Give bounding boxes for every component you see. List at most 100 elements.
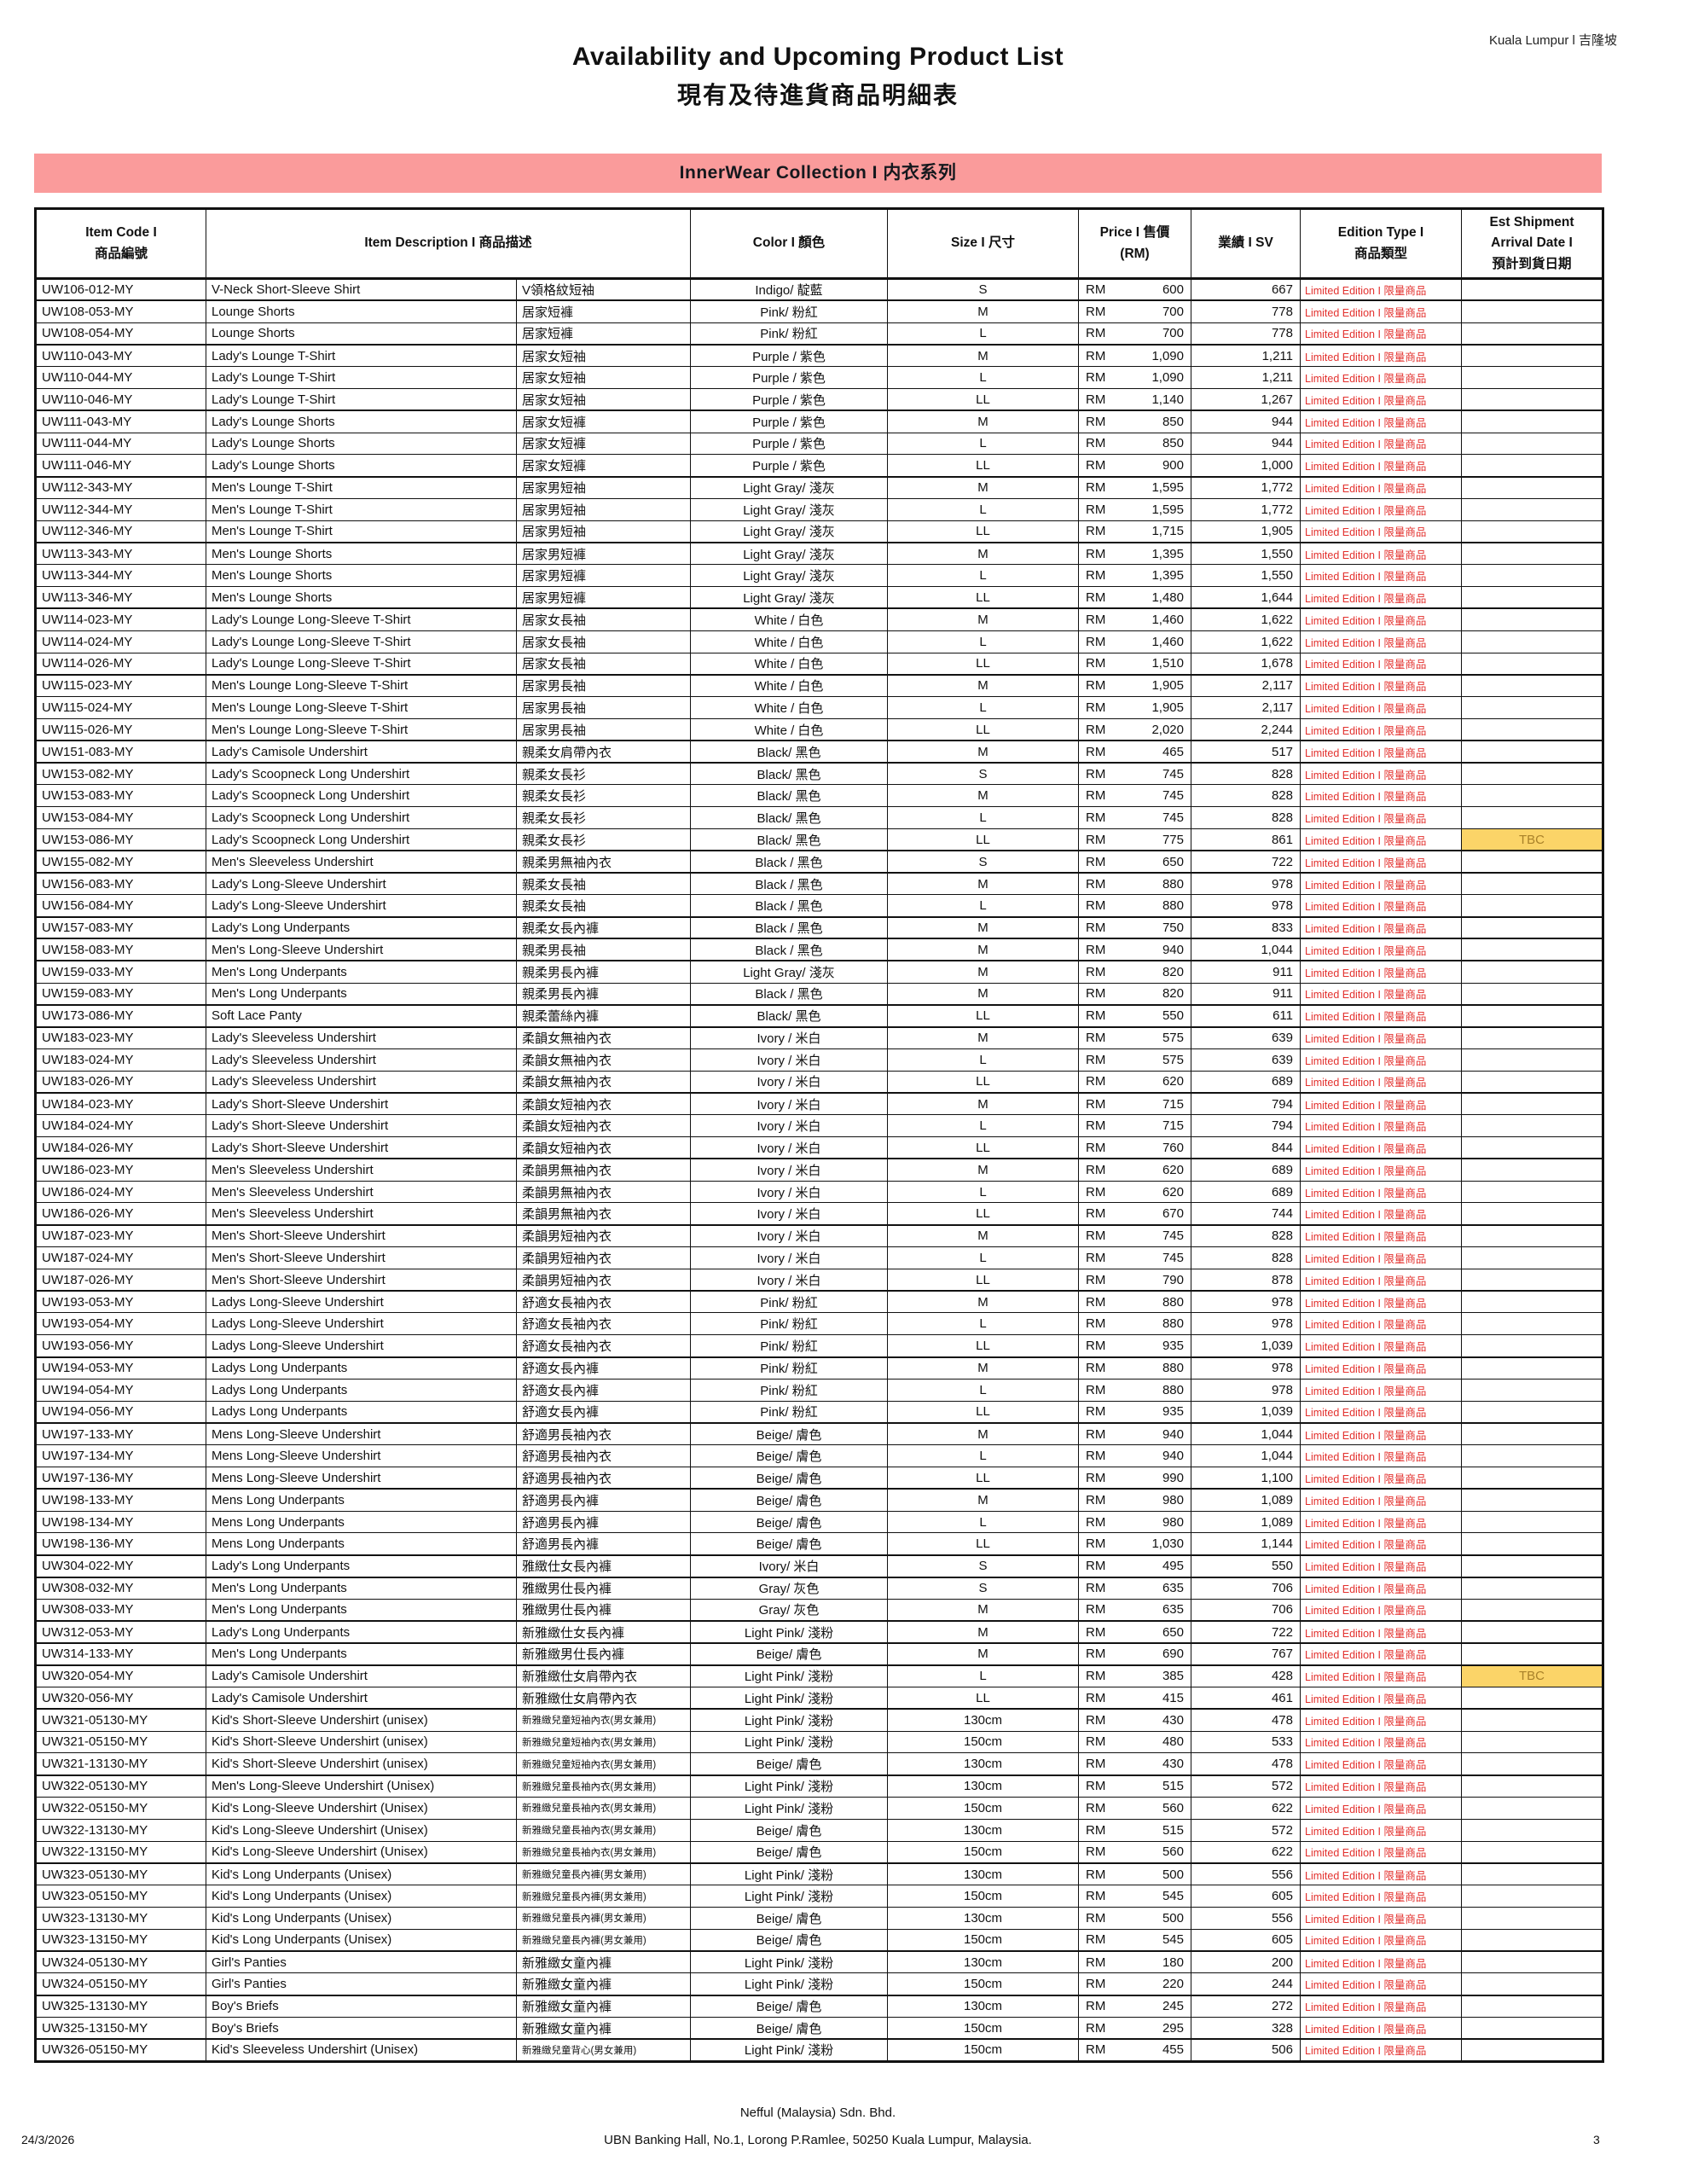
description-en-cell: Mens Long Underpants [206,1532,517,1556]
description-zh-cell: 新雅緻兒童背心(男女兼用) [516,2038,691,2063]
arrival-date-cell [1461,366,1603,389]
price-cell: RM 1,090 [1078,366,1191,389]
description-en-cell: Kid's Long Underpants (Unisex) [206,1885,517,1908]
description-zh-cell: 舒適男長內褲 [516,1510,691,1534]
item-code-cell: UW198-133-MY [35,1488,206,1512]
size-cell: M [887,960,1079,984]
edition-type-cell: Limited Edition I 限量商品 [1300,1840,1462,1864]
table-row: UW112-344-MY Men's Lounge T-Shirt 居家男短袖 Lig… [35,497,1603,521]
description-en-cell: Ladys Long-Sleeve Undershirt [206,1312,517,1336]
arrival-date-cell [1461,1312,1603,1336]
color-cell: Light Pink/ 淺粉 [690,1620,888,1644]
description-zh-cell: 雅緻男仕長內褲 [516,1577,691,1600]
currency-label: RM [1086,546,1106,561]
edition-type-cell: Limited Edition I 限量商品 [1300,1642,1462,1666]
description-zh-cell: 居家女短袖 [516,344,691,368]
color-cell: Black/ 黑色 [690,740,888,764]
color-cell: Ivory / 米白 [690,1246,888,1269]
description-en-cell: Ladys Long Underpants [206,1378,517,1402]
table-row: UW108-054-MY Lounge Shorts 居家短褲 Pink/ 粉紅 L RM… [35,322,1603,346]
size-cell: L [887,1510,1079,1534]
edition-type-cell: Limited Edition I 限量商品 [1300,1885,1462,1908]
table-row: UW115-026-MY Men's Lounge Long-Sleeve T-S… [35,717,1603,742]
color-cell: Pink/ 粉紅 [690,1378,888,1402]
table-row: UW110-044-MY Lady's Lounge T-Shirt 居家女短袖 Pu… [35,366,1603,389]
edition-type-cell: Limited Edition I 限量商品 [1300,740,1462,764]
price-amount: 515 [1162,1822,1184,1838]
edition-type-cell: Limited Edition I 限量商品 [1300,344,1462,368]
arrival-date-cell [1461,542,1603,566]
price-amount: 1,460 [1151,613,1184,628]
description-en-cell: Lady's Lounge T-Shirt [206,344,517,368]
arrival-date-cell [1461,630,1603,653]
table-row: UW183-023-MY Lady's Sleeveless Undershirt… [35,1026,1603,1049]
table-row: UW308-033-MY Men's Long Underpants 雅緻男仕長內褲… [35,1598,1603,1623]
sv-cell: 1,772 [1191,497,1301,521]
color-cell: Ivory / 米白 [690,1268,888,1292]
price-cell: RM 850 [1078,432,1191,456]
description-en-cell: Men's Lounge Long-Sleeve T-Shirt [206,674,517,698]
description-en-cell: Kid's Long Underpants (Unisex) [206,1906,517,1930]
price-amount: 880 [1162,897,1184,913]
item-code-cell: UW114-024-MY [35,630,206,653]
edition-type-cell: Limited Edition I 限量商品 [1300,564,1462,588]
price-cell: RM 820 [1078,982,1191,1006]
edition-type-cell: Limited Edition I 限量商品 [1300,982,1462,1006]
table-row: UW197-136-MY Mens Long-Sleeve Undershirt 舒… [35,1467,1603,1490]
sv-cell: 2,244 [1191,717,1301,742]
arrival-date-cell [1461,1598,1603,1623]
size-cell: 150cm [887,1928,1079,1953]
sv-cell: 706 [1191,1598,1301,1623]
description-zh-cell: 新雅緻兒童短袖內衣(男女兼用) [516,1708,691,1732]
item-code-cell: UW320-054-MY [35,1664,206,1687]
size-cell: L [887,366,1079,389]
description-zh-cell: 新雅緻女童內褲 [516,1950,691,1974]
arrival-date-cell [1461,1092,1603,1116]
description-en-cell: Mens Long-Sleeve Undershirt [206,1467,517,1490]
footer-page-number: 3 [1593,2133,1600,2146]
description-zh-cell: 舒適女長內褲 [516,1400,691,1424]
item-code-cell: UW314-133-MY [35,1642,206,1666]
color-cell: Light Pink/ 淺粉 [690,1730,888,1754]
price-cell: RM 1,905 [1078,696,1191,719]
column-header-size: Size I 尺寸 [887,208,1079,280]
arrival-date-cell [1461,1642,1603,1666]
price-amount: 500 [1162,1867,1184,1882]
color-cell: Light Pink/ 淺粉 [690,1972,888,1996]
description-en-cell: Men's Long Underpants [206,982,517,1006]
currency-label: RM [1086,634,1106,649]
edition-type-cell: Limited Edition I 限量商品 [1300,1620,1462,1644]
item-code-cell: UW193-056-MY [35,1334,206,1358]
item-code-cell: UW153-083-MY [35,784,206,808]
edition-type-cell: Limited Edition I 限量商品 [1300,1312,1462,1336]
item-code-cell: UW110-046-MY [35,387,206,412]
sv-cell: 861 [1191,828,1301,852]
color-cell: Ivory / 米白 [690,1026,888,1049]
arrival-date-cell [1461,1906,1603,1930]
item-code-cell: UW321-05150-MY [35,1730,206,1754]
color-cell: Light Gray/ 淺灰 [690,960,888,984]
price-amount: 820 [1162,986,1184,1002]
color-cell: White / 白色 [690,717,888,742]
price-amount: 940 [1162,1426,1184,1442]
item-code-cell: UW323-13150-MY [35,1928,206,1953]
table-row: UW323-13150-MY Kid's Long Underpants (Uni… [35,1928,1603,1953]
color-cell: White / 白色 [690,630,888,653]
arrival-date-cell [1461,1510,1603,1534]
item-code-cell: UW113-346-MY [35,586,206,610]
price-amount: 880 [1162,1316,1184,1332]
currency-label: RM [1086,1734,1106,1750]
item-code-cell: UW112-344-MY [35,497,206,521]
description-zh-cell: 柔韻男短袖內衣 [516,1246,691,1269]
arrival-date-cell [1461,938,1603,962]
column-header-sv: 業績 I SV [1191,208,1301,280]
currency-label: RM [1086,810,1106,826]
arrival-date-cell [1461,1840,1603,1864]
currency-label: RM [1086,1690,1106,1705]
item-code-cell: UW321-13130-MY [35,1752,206,1776]
arrival-date-cell [1461,674,1603,698]
price-cell: RM 545 [1078,1885,1191,1908]
description-zh-cell: 新雅緻兒童長袖內衣(男女兼用) [516,1774,691,1798]
description-zh-cell: 新雅緻兒童長袖內衣(男女兼用) [516,1818,691,1842]
color-cell: Gray/ 灰色 [690,1598,888,1623]
